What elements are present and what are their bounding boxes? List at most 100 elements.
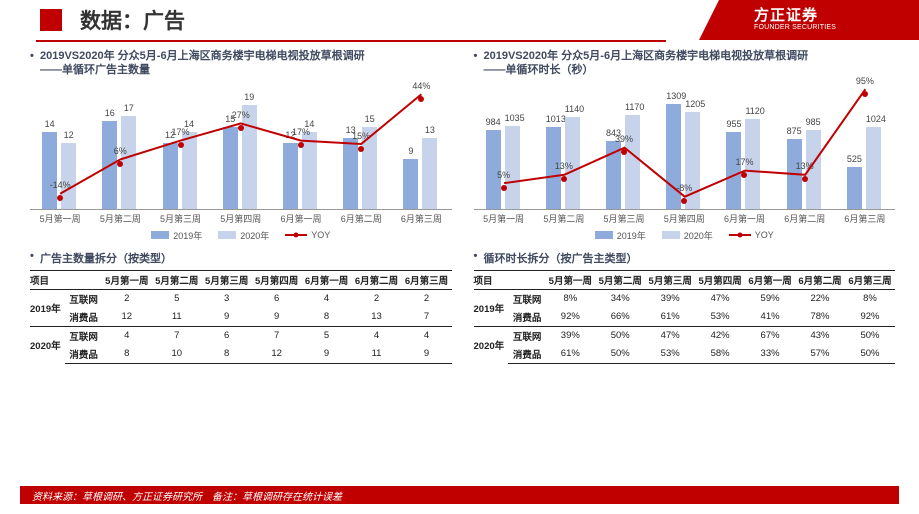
content: 2019VS2020年 分众5月-6月上海区商务楼宇电梯电视投放草根调研 ——单… — [0, 42, 919, 364]
bar-2020: 13 — [422, 138, 437, 209]
bar-2019: 15 — [223, 127, 238, 209]
data-cell: 47% — [695, 289, 745, 308]
yoy-label: 95% — [856, 76, 874, 86]
data-cell: 9 — [252, 308, 302, 327]
yoy-label: 17% — [735, 157, 753, 167]
data-cell: 50% — [595, 345, 645, 364]
data-cell: 4 — [401, 326, 451, 345]
right-subtitle-l1: 2019VS2020年 分众5月-6月上海区商务楼宇电梯电视投放草根调研 — [484, 50, 809, 62]
x-tick: 5月第四周 — [211, 212, 271, 225]
data-cell: 11 — [352, 345, 402, 364]
yoy-label: 13% — [796, 161, 814, 171]
data-cell: 59% — [745, 289, 795, 308]
bar-2019: 9 — [403, 159, 418, 208]
yoy-point — [418, 96, 424, 102]
yoy-point — [298, 142, 304, 148]
bar-2020: 17 — [121, 116, 136, 209]
row-label: 互联网 — [508, 326, 545, 345]
row-label: 消费品 — [508, 345, 545, 364]
bar-2019: 525 — [847, 167, 862, 209]
row-label: 互联网 — [508, 289, 545, 308]
yoy-point — [57, 195, 63, 201]
bar-2019: 12 — [163, 143, 178, 208]
x-tick: 6月第一周 — [271, 212, 331, 225]
data-cell: 50% — [845, 345, 895, 364]
data-cell: 61% — [645, 308, 695, 327]
data-cell: 6 — [252, 289, 302, 308]
data-cell: 34% — [595, 289, 645, 308]
data-cell: 5 — [302, 326, 352, 345]
data-cell: 53% — [695, 308, 745, 327]
yoy-point — [117, 161, 123, 167]
logo-block: 方正证券 FOUNDER SECURITIES — [699, 0, 919, 40]
yoy-point — [238, 125, 244, 131]
footer-note: 资料来源：草根调研、方正证券研究所 备注：草根调研存在统计误差 — [20, 486, 899, 504]
x-tick: 6月第三周 — [835, 212, 895, 225]
data-cell: 50% — [845, 326, 895, 345]
table-row: 消费品92%66%61%53%41%78%92% — [474, 308, 896, 327]
table-row: 2019年互联网2536422 — [30, 289, 452, 308]
data-cell: 5 — [152, 289, 202, 308]
bar-2020: 12 — [61, 143, 76, 208]
data-cell: 4 — [302, 289, 352, 308]
year-cell: 2020年 — [474, 326, 509, 363]
data-cell: 39% — [545, 326, 595, 345]
data-cell: 57% — [795, 345, 845, 364]
data-cell: 11 — [152, 308, 202, 327]
yoy-label: -14% — [50, 180, 71, 190]
left-column: 2019VS2020年 分众5月-6月上海区商务楼宇电梯电视投放草根调研 ——单… — [30, 50, 452, 364]
data-cell: 53% — [645, 345, 695, 364]
bar-2019: 13 — [343, 138, 358, 209]
data-cell: 41% — [745, 308, 795, 327]
yoy-label: 13% — [555, 161, 573, 171]
data-cell: 39% — [645, 289, 695, 308]
table-row: 消费品61%50%53%58%33%57%50% — [474, 345, 896, 364]
table-row: 消费品1211998137 — [30, 308, 452, 327]
bar-2019: 875 — [787, 139, 802, 209]
bar-2020: 14 — [302, 132, 317, 208]
right-chart: 98410355%1013114013%843117039%13091205-8… — [474, 84, 896, 242]
legend-2020: 2020年 — [662, 229, 713, 242]
left-subtitle-l2: ——单循环广告主数量 — [40, 64, 150, 76]
right-table-title: 循环时长拆分（按广告主类型） — [474, 250, 896, 266]
yoy-point — [561, 176, 567, 182]
data-cell: 67% — [745, 326, 795, 345]
bar-2020: 1205 — [685, 112, 700, 208]
right-subtitle-l2: ——单循环时长（秒） — [484, 64, 594, 76]
data-cell: 8% — [845, 289, 895, 308]
bar-2019: 955 — [726, 132, 741, 208]
right-table: 项目5月第一周5月第二周5月第三周5月第四周6月第一周6月第二周6月第三周201… — [474, 270, 896, 364]
yoy-label: 44% — [412, 81, 430, 91]
x-tick: 5月第二周 — [534, 212, 594, 225]
right-column: 2019VS2020年 分众5月-6月上海区商务楼宇电梯电视投放草根调研 ——单… — [474, 50, 896, 364]
yoy-point — [501, 185, 507, 191]
left-subtitle: 2019VS2020年 分众5月-6月上海区商务楼宇电梯电视投放草根调研 ——单… — [30, 50, 452, 78]
logo-en: FOUNDER SECURITIES — [754, 24, 836, 31]
table-row: 2020年互联网39%50%47%42%67%43%50% — [474, 326, 896, 345]
yoy-label: 39% — [615, 134, 633, 144]
data-cell: 58% — [695, 345, 745, 364]
bar-2020: 19 — [242, 105, 257, 209]
yoy-point — [621, 149, 627, 155]
data-cell: 13 — [352, 308, 402, 327]
legend-2019: 2019年 — [595, 229, 646, 242]
data-cell: 47% — [645, 326, 695, 345]
bar-2020: 1024 — [866, 127, 881, 209]
data-cell: 8 — [202, 345, 252, 364]
yoy-point — [741, 172, 747, 178]
data-cell: 4 — [352, 326, 402, 345]
data-cell: 8% — [545, 289, 595, 308]
legend-yoy: YOY — [285, 230, 330, 240]
data-cell: 92% — [845, 308, 895, 327]
yoy-label: -8% — [676, 183, 692, 193]
legend-yoy: YOY — [729, 230, 774, 240]
left-table-title: 广告主数量拆分（按类型） — [30, 250, 452, 266]
data-cell: 2 — [401, 289, 451, 308]
logo-cn: 方正证券 — [754, 8, 836, 24]
row-label: 消费品 — [65, 308, 102, 327]
data-cell: 78% — [795, 308, 845, 327]
yoy-label: 5% — [497, 170, 510, 180]
data-cell: 6 — [202, 326, 252, 345]
data-cell: 33% — [745, 345, 795, 364]
data-cell: 9 — [401, 345, 451, 364]
